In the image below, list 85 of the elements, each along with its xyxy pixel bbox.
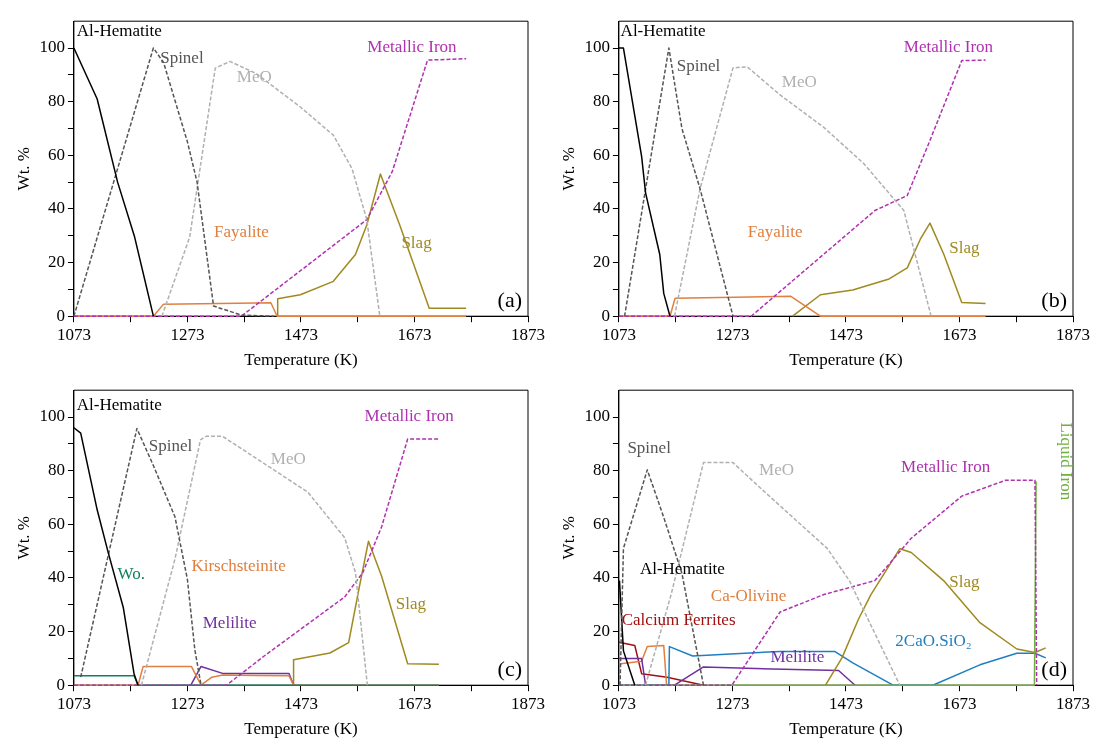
series-label: Al-Hematite: [639, 558, 725, 578]
x-tick-label: 1673: [942, 324, 977, 344]
series-label: MeO: [759, 459, 795, 479]
x-axis-title: Temperature (K): [244, 350, 358, 370]
x-tick-label: 1473: [828, 324, 863, 344]
text: Kirschsteinite: [191, 556, 286, 576]
y-tick-label: 40: [47, 567, 65, 587]
x-axis-title: Temperature (K): [244, 719, 358, 739]
y-tick-label: 100: [584, 406, 610, 426]
y-tick-label: 20: [592, 252, 610, 272]
y-tick-label: 20: [592, 621, 610, 641]
text: Melilite: [202, 612, 257, 632]
annotation: (a): [497, 286, 522, 312]
x-tick-label: 1273: [170, 324, 205, 344]
x-tick-label: 1273: [715, 324, 750, 344]
y-tick-label: 60: [592, 513, 610, 533]
series-label: MeO: [781, 71, 817, 91]
series-label: Spinel: [160, 47, 204, 67]
y-tick-label: 0: [56, 305, 65, 325]
x-tick-label: 1073: [56, 324, 91, 344]
text: Wo.: [117, 564, 146, 584]
series-label: Metallic Iron: [901, 456, 991, 476]
y-tick-label: 60: [47, 513, 65, 533]
series-label: Metallic Iron: [364, 406, 455, 426]
y-tick-label: 100: [39, 37, 65, 57]
series-label: Spinel: [676, 55, 721, 75]
x-tick-label: 1673: [397, 693, 432, 713]
series-label: Spinel: [148, 435, 193, 455]
text: Liquid Iron: [1057, 422, 1077, 501]
annotation: (b): [1041, 286, 1067, 312]
x-tick-label: 1873: [511, 324, 545, 344]
y-tick-label: 0: [601, 674, 610, 694]
y-tick-label: 0: [56, 674, 65, 694]
series-label: Slag: [395, 593, 427, 613]
annotation: (d): [1041, 655, 1067, 681]
x-tick-label: 1873: [511, 693, 545, 713]
y-tick-label: 100: [584, 37, 610, 57]
x-tick-label: 1073: [601, 693, 636, 713]
series-label: MeO: [236, 66, 272, 86]
x-axis-title: Temperature (K): [789, 719, 903, 739]
x-tick-label: 1473: [283, 324, 318, 344]
y-tick-label: 20: [47, 621, 65, 641]
series-label: MeO: [270, 448, 306, 468]
x-tick-label: 1073: [601, 324, 636, 344]
series-label: Al-Hematite: [76, 395, 162, 415]
x-tick-label: 1873: [1056, 324, 1090, 344]
series-label: Slag: [949, 238, 980, 258]
y-tick-label: 80: [47, 460, 65, 480]
text: Fayalite: [214, 222, 269, 242]
y-axis-title: Wt. %: [13, 146, 33, 191]
x-tick-label: 1673: [942, 693, 977, 713]
x-axis-title: Temperature (K): [789, 350, 903, 370]
y-tick-label: 80: [592, 91, 610, 111]
series-label: Calcium Ferrites: [621, 609, 736, 629]
y-tick-label: 80: [592, 460, 610, 480]
series-label: Al-Hematite: [620, 20, 706, 40]
y-axis-title: Wt. %: [13, 515, 33, 560]
x-tick-label: 1873: [1056, 693, 1090, 713]
text: Ca-Olivine: [710, 585, 787, 605]
x-tick-label: 1673: [397, 324, 432, 344]
y-tick-label: 40: [592, 198, 610, 218]
text: Fayalite: [747, 222, 803, 242]
y-tick-label: 100: [39, 406, 65, 426]
series-label: Metallic Iron: [367, 37, 458, 57]
annotation: (c): [497, 655, 522, 681]
y-tick-label: 40: [47, 198, 65, 218]
y-tick-label: 60: [592, 144, 610, 164]
y-tick-label: 40: [592, 567, 610, 587]
y-tick-label: 20: [47, 252, 65, 272]
series-label: 2CaO.SiO₂: [895, 631, 972, 651]
series-label: Metallic Iron: [903, 37, 994, 57]
x-tick-label: 1473: [828, 693, 863, 713]
x-tick-label: 1273: [715, 693, 750, 713]
series-label: Slag: [949, 572, 980, 592]
y-tick-label: 80: [47, 91, 65, 111]
x-tick-label: 1473: [283, 693, 318, 713]
series-label: Melilite: [770, 647, 825, 667]
y-axis-title: Wt. %: [558, 146, 578, 191]
x-tick-label: 1273: [170, 693, 205, 713]
y-axis-title: Wt. %: [558, 515, 578, 560]
y-tick-label: 60: [47, 144, 65, 164]
x-tick-label: 1073: [56, 693, 91, 713]
series-label: Al-Hematite: [76, 20, 162, 40]
series-label: Spinel: [627, 438, 672, 458]
y-tick-label: 0: [601, 305, 610, 325]
